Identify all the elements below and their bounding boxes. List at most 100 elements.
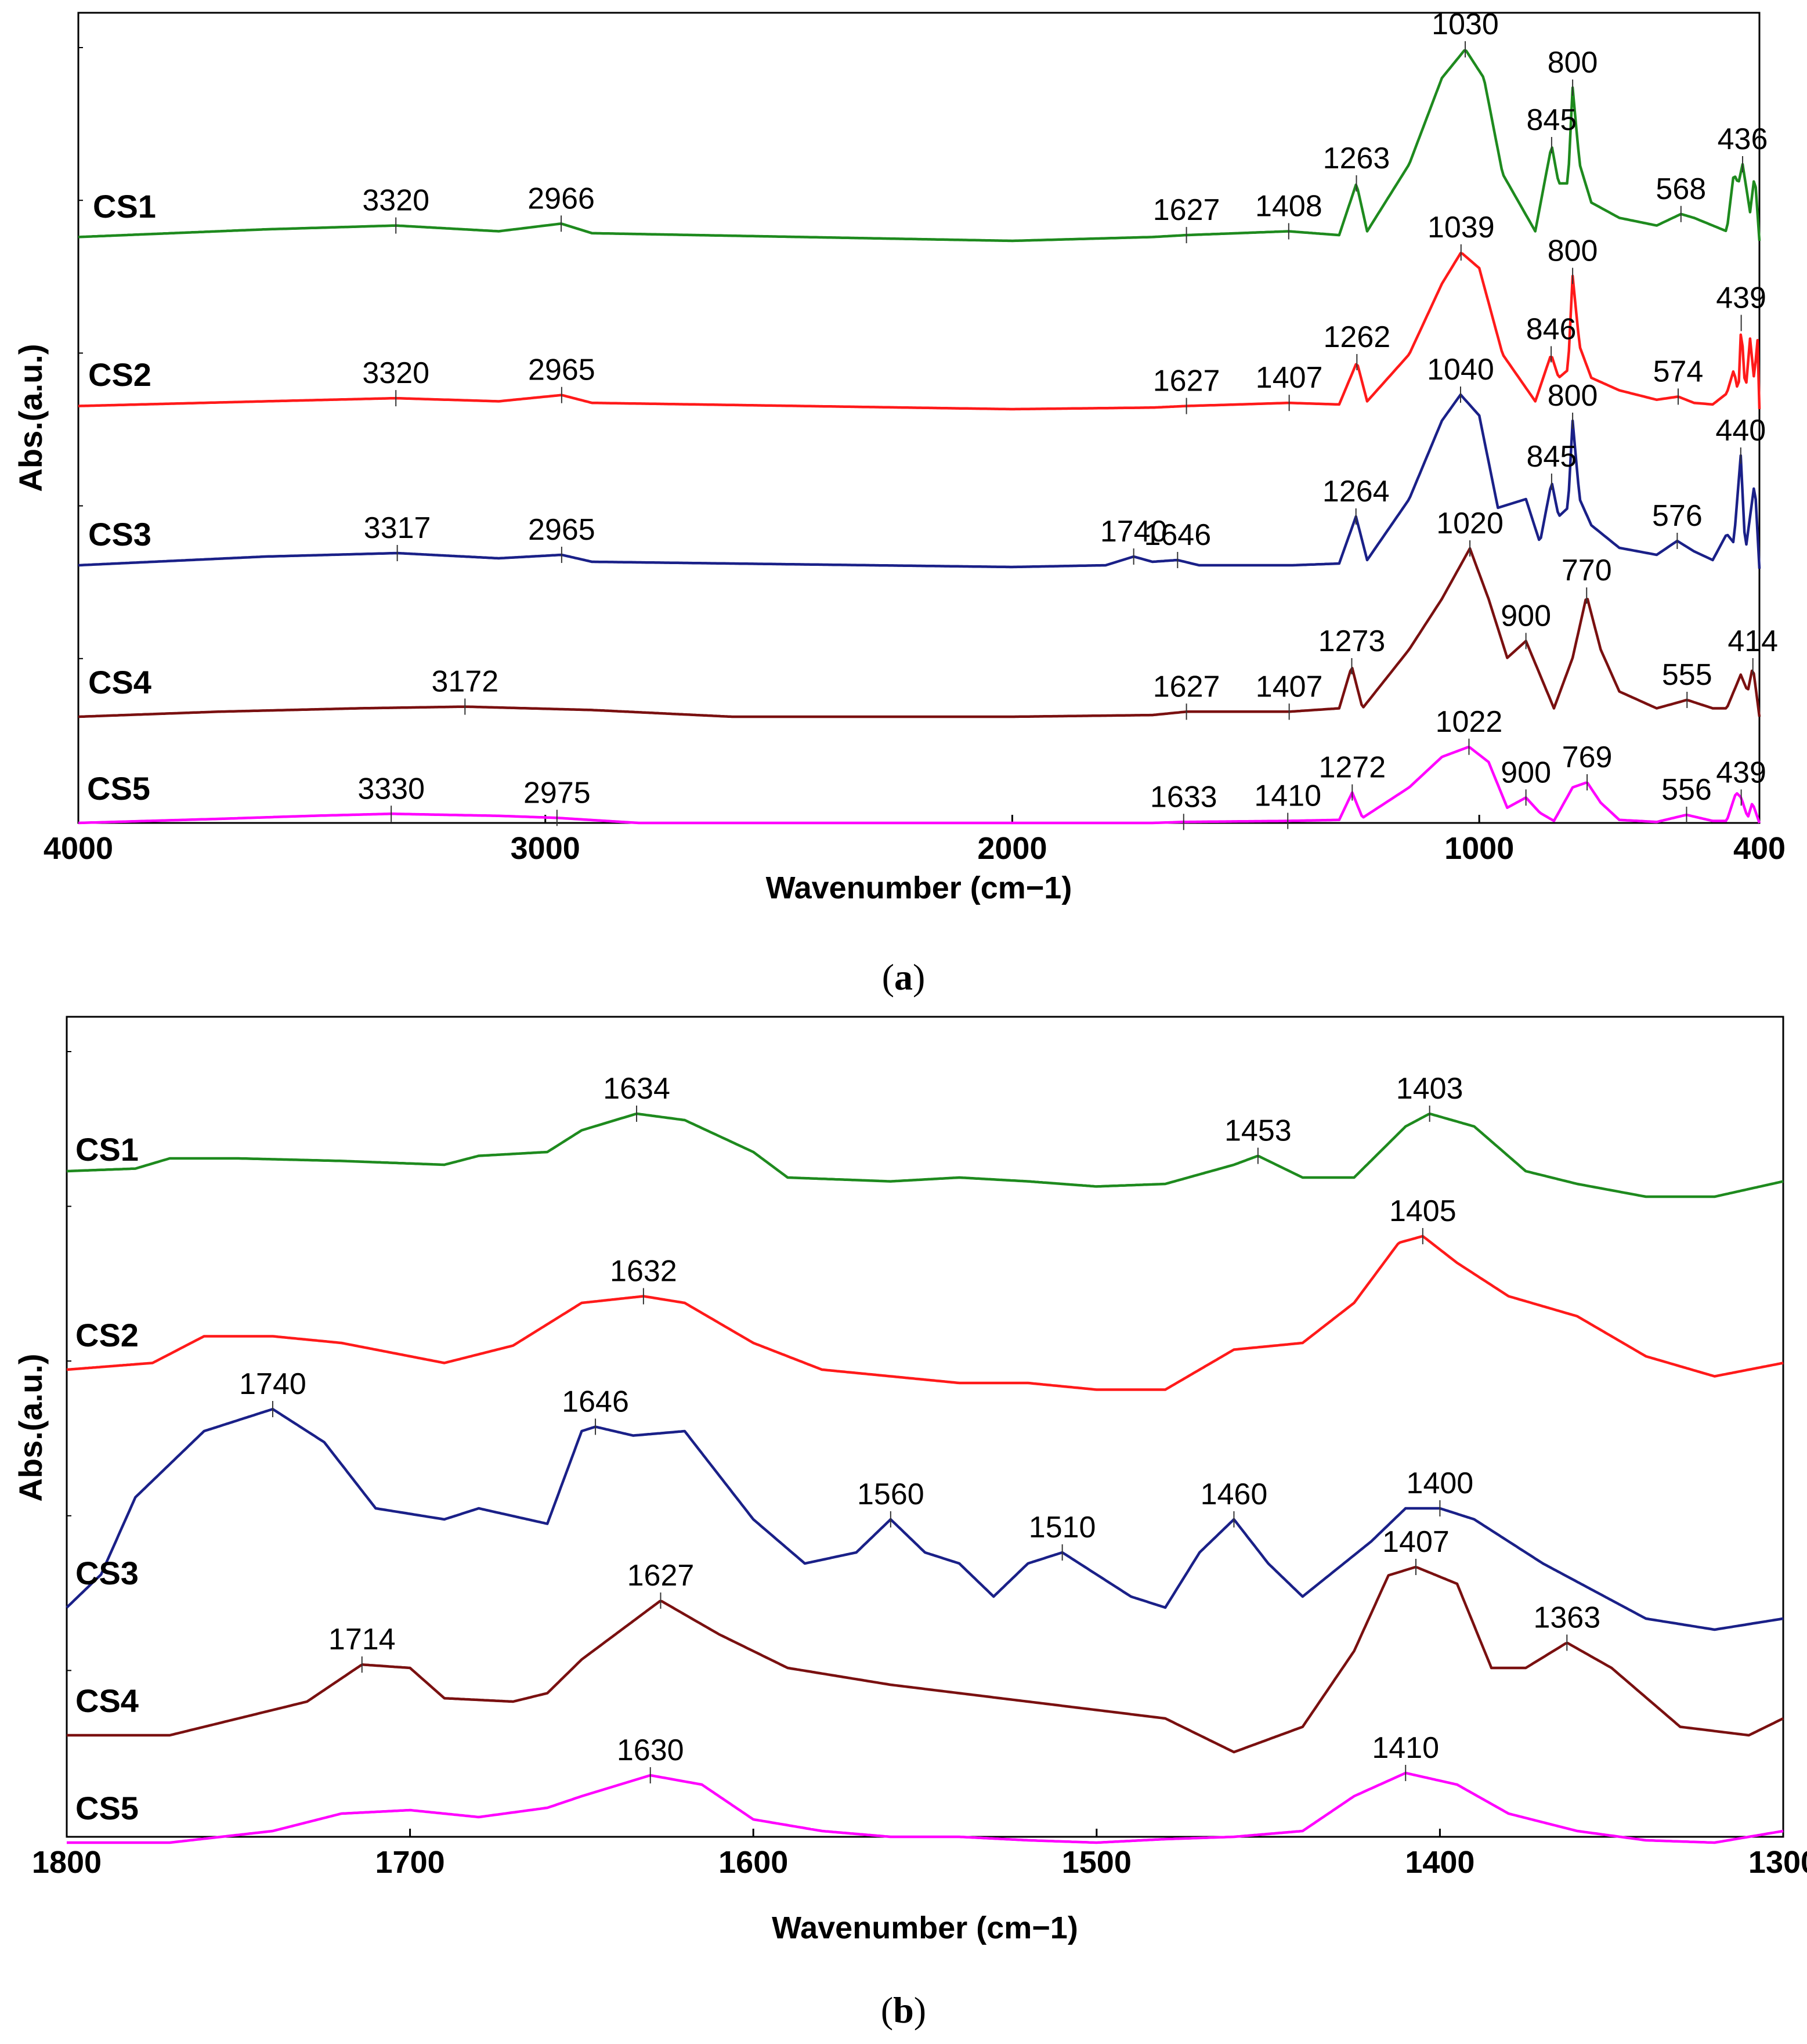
x-tick-label: 3000 — [511, 831, 580, 866]
peak-label: 1039 — [1427, 211, 1495, 244]
peak-label: 3330 — [357, 772, 425, 806]
peak-label: 800 — [1548, 234, 1598, 268]
peak-label: 1400 — [1407, 1467, 1474, 1500]
x-axis-title: Wavenumber (cm−1) — [772, 1911, 1078, 1945]
series-line-cs5 — [78, 746, 1761, 825]
peak-label: 3172 — [431, 665, 498, 699]
y-axis-title: Abs.(a.u.) — [12, 1353, 49, 1501]
peak-label: 3320 — [362, 184, 429, 218]
series-label-cs5: CS5 — [87, 770, 150, 807]
peak-label: 1410 — [1372, 1731, 1439, 1765]
plot-frame — [66, 1016, 1784, 1838]
peak-label: 845 — [1527, 103, 1577, 137]
series-label-cs4: CS4 — [88, 664, 151, 700]
series-label-cs3: CS3 — [88, 516, 151, 552]
series-label-cs3: CS3 — [75, 1555, 139, 1591]
peak-label: 1022 — [1436, 705, 1503, 739]
peak-label: 1632 — [610, 1255, 677, 1288]
x-tick-label: 2000 — [977, 831, 1047, 866]
peak-label: 2975 — [523, 776, 591, 810]
x-tick-label: 400 — [1733, 831, 1786, 866]
peak-label: 3317 — [364, 511, 431, 545]
x-tick-label: 1500 — [1062, 1845, 1132, 1880]
series-label-cs2: CS2 — [75, 1317, 139, 1353]
peak-label: 900 — [1501, 756, 1551, 789]
peak-label: 1646 — [562, 1385, 629, 1418]
peak-label: 770 — [1562, 554, 1612, 587]
series-label-cs5: CS5 — [75, 1790, 139, 1826]
x-tick-label: 1300 — [1748, 1845, 1807, 1880]
peak-label: 574 — [1653, 355, 1704, 388]
peak-label: 439 — [1716, 756, 1766, 789]
peak-label: 1630 — [617, 1734, 684, 1767]
peak-label: 1510 — [1029, 1511, 1096, 1544]
peak-label: 1646 — [1144, 518, 1211, 552]
x-tick-label: 4000 — [44, 831, 113, 866]
peak-label: 1410 — [1254, 779, 1321, 813]
peak-label: 2965 — [528, 513, 595, 547]
peak-label: 1560 — [857, 1478, 924, 1511]
series-label-cs2: CS2 — [88, 356, 151, 393]
peak-label: 555 — [1662, 658, 1712, 692]
peak-label: 1460 — [1201, 1478, 1268, 1511]
peak-label: 1020 — [1436, 507, 1504, 540]
panel-caption: (b) — [881, 1989, 926, 2031]
x-axis-title: Wavenumber (cm−1) — [766, 871, 1072, 905]
series-line-cs4 — [67, 1566, 1784, 1754]
peak-label: 845 — [1527, 440, 1577, 474]
peak-label: 1262 — [1323, 320, 1390, 354]
peak-label: 440 — [1715, 414, 1766, 447]
peak-label: 1740 — [239, 1367, 306, 1401]
peak-label: 414 — [1728, 624, 1778, 658]
peak-label: 1714 — [328, 1623, 396, 1656]
peak-label: 576 — [1652, 499, 1703, 533]
peak-label: 1627 — [1153, 193, 1220, 227]
peak-label: 1453 — [1224, 1114, 1292, 1148]
x-tick-label: 1400 — [1405, 1845, 1474, 1880]
x-tick-label: 1700 — [375, 1845, 445, 1880]
series-label-cs4: CS4 — [75, 1682, 139, 1719]
series-line-cs5 — [67, 1771, 1784, 1844]
panel-b-chart: 1800 1700 1600 1500 1400 1300 Wavenumber (cm−1… — [12, 1016, 1807, 2031]
peak-label: 1740 — [1100, 515, 1168, 548]
peak-label: 1263 — [1323, 142, 1390, 175]
series-line-cs2 — [78, 252, 1761, 411]
peak-label: 1272 — [1318, 751, 1386, 785]
peak-label: 1627 — [1153, 670, 1220, 703]
series-line-cs3 — [78, 393, 1761, 569]
series-label-cs1: CS1 — [75, 1131, 139, 1168]
series-line-cs2 — [66, 1234, 1784, 1391]
peak-label: 3320 — [362, 356, 429, 390]
peak-label: 2966 — [527, 182, 595, 215]
x-tick-label: 1000 — [1444, 831, 1514, 866]
panel-a-chart: 4000 3000 2000 1000 400 Wavenumber (cm−1) Abs.… — [12, 8, 1786, 998]
series-line-cs1 — [78, 49, 1761, 243]
peak-label: 800 — [1548, 379, 1598, 413]
peak-label: 2965 — [528, 353, 595, 387]
peak-label: 1634 — [603, 1072, 670, 1106]
peak-label: 800 — [1548, 46, 1598, 80]
peak-label: 439 — [1716, 281, 1766, 315]
peak-label: 1264 — [1322, 475, 1390, 508]
peak-label: 556 — [1661, 773, 1712, 807]
peak-label: 568 — [1656, 172, 1706, 206]
series-line-cs3 — [66, 1407, 1784, 1631]
series-label-cs1: CS1 — [93, 188, 156, 225]
peak-label: 1030 — [1432, 8, 1499, 41]
peak-label: 436 — [1718, 122, 1768, 156]
x-tick-label: 1600 — [718, 1845, 788, 1880]
series-line-cs4 — [78, 547, 1761, 718]
peak-label: 1407 — [1256, 670, 1323, 703]
peak-label: 1363 — [1533, 1601, 1600, 1635]
panel-caption: (a) — [882, 956, 926, 998]
x-tick-label: 1800 — [32, 1845, 102, 1880]
peak-label: 900 — [1501, 600, 1551, 633]
peak-label: 1407 — [1382, 1525, 1450, 1559]
peak-label: 1403 — [1396, 1072, 1463, 1106]
peak-label: 846 — [1526, 313, 1577, 346]
peak-label: 1627 — [1153, 364, 1220, 398]
peak-label: 1040 — [1427, 353, 1494, 387]
y-axis-title: Abs.(a.u.) — [12, 344, 49, 492]
peak-label: 1408 — [1255, 190, 1322, 223]
